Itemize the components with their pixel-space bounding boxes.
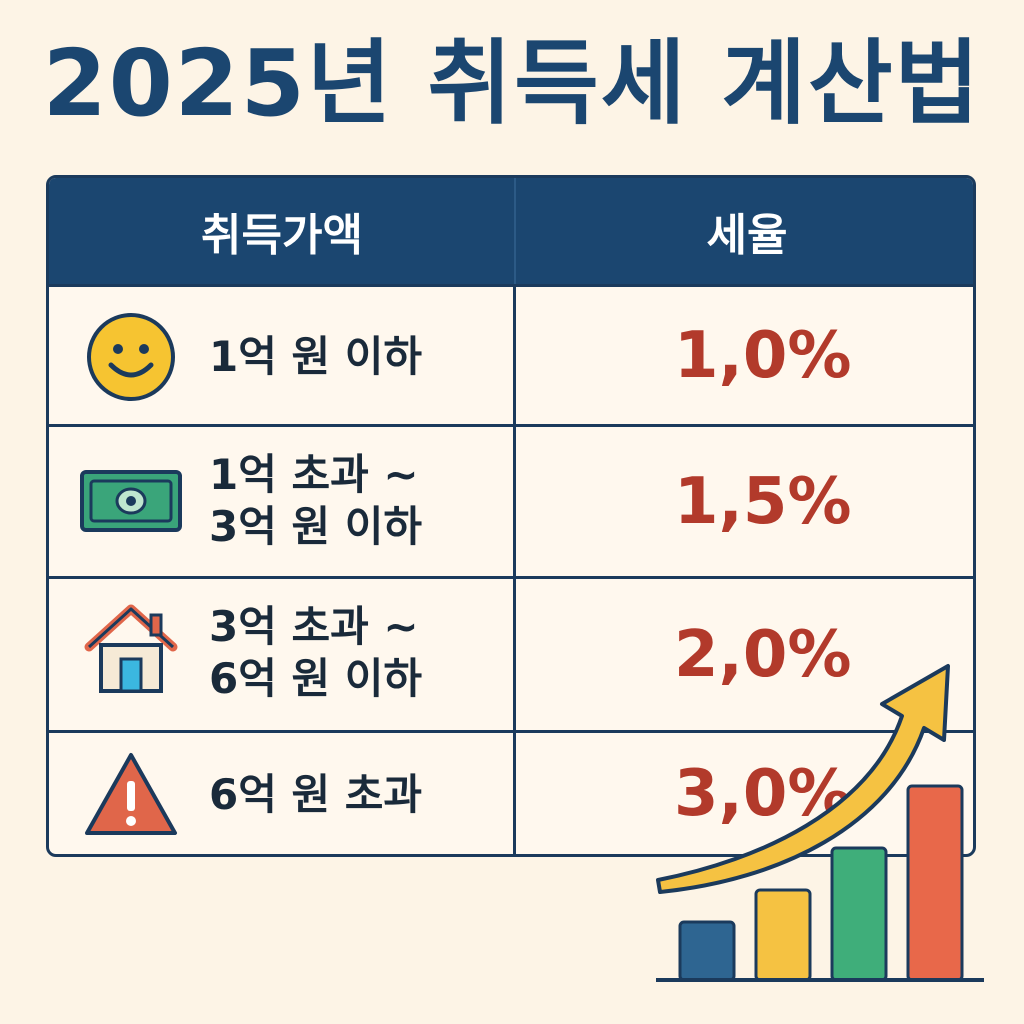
- amount-label: 3억 초과 ~ 6억 원 이하: [209, 602, 423, 703]
- amount-label: 1억 원 이하: [209, 332, 423, 381]
- page-title: 2025년 취득세 계산법: [42, 30, 982, 137]
- tax-rate-table: 취득가액 세율 1억 원 이하 1,0%: [46, 175, 976, 857]
- amount-cell: 6억 원 초과: [49, 733, 513, 854]
- rate-cell: 1,5%: [516, 427, 973, 576]
- banknote-icon: [79, 451, 183, 551]
- rate-value: 2,0%: [674, 617, 852, 692]
- header-amount: 취득가액: [201, 210, 363, 261]
- table-row: 3억 초과 ~ 6억 원 이하 2,0%: [49, 576, 973, 730]
- rising-bar-chart-arrow-icon: [650, 660, 990, 990]
- table-header: 취득가액 세율: [49, 178, 973, 284]
- rate-value: 1,5%: [674, 464, 852, 539]
- rate-cell: 2,0%: [516, 579, 973, 730]
- amount-label: 6억 원 초과: [209, 770, 423, 819]
- rate-cell: 1,0%: [516, 287, 973, 424]
- column-divider: [513, 284, 516, 854]
- amount-cell: 3억 초과 ~ 6억 원 이하: [49, 579, 513, 730]
- smiley-icon: [79, 307, 183, 407]
- warning-icon: [79, 745, 183, 845]
- amount-label: 1억 초과 ~ 3억 원 이하: [209, 450, 423, 551]
- header-divider: [514, 178, 516, 284]
- header-rate: 세율: [706, 210, 788, 261]
- rate-value: 1,0%: [674, 318, 852, 393]
- table-row: 1억 초과 ~ 3억 원 이하 1,5%: [49, 424, 973, 576]
- amount-cell: 1억 초과 ~ 3억 원 이하: [49, 427, 513, 576]
- table-row: 1억 원 이하 1,0%: [49, 284, 973, 424]
- amount-cell: 1억 원 이하: [49, 287, 513, 424]
- house-icon: [79, 599, 183, 699]
- table-row: 6억 원 초과 3,0%: [49, 730, 973, 854]
